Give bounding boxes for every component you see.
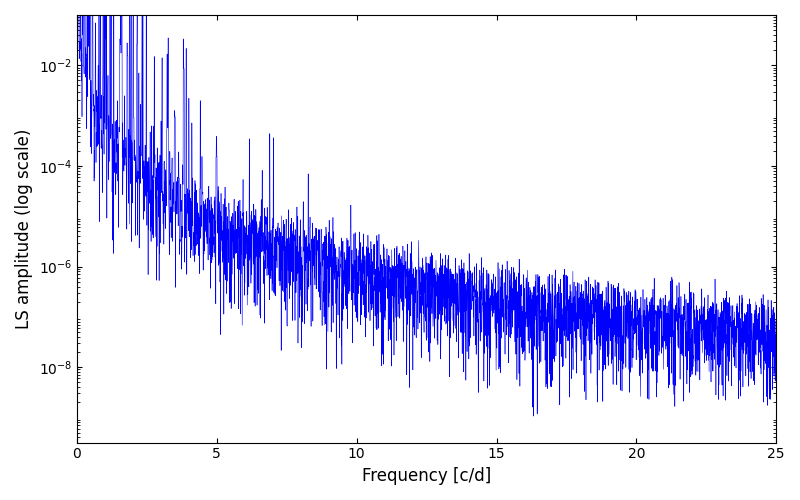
X-axis label: Frequency [c/d]: Frequency [c/d] [362, 467, 491, 485]
Y-axis label: LS amplitude (log scale): LS amplitude (log scale) [15, 128, 33, 329]
